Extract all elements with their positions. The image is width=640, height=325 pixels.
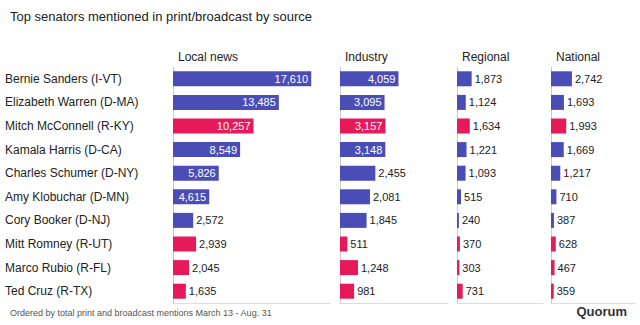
svg-text:1,248: 1,248 xyxy=(361,262,389,274)
svg-text:Local news: Local news xyxy=(178,50,238,64)
svg-text:2,081: 2,081 xyxy=(373,191,401,203)
svg-text:National: National xyxy=(556,50,600,64)
svg-text:981: 981 xyxy=(357,285,375,297)
svg-text:Elizabeth Warren (D-MA): Elizabeth Warren (D-MA) xyxy=(5,95,139,109)
svg-text:Ted Cruz (R-TX): Ted Cruz (R-TX) xyxy=(5,284,92,298)
svg-text:5,826: 5,826 xyxy=(188,167,216,179)
svg-text:1,093: 1,093 xyxy=(469,167,497,179)
svg-text:1,993: 1,993 xyxy=(569,120,597,132)
svg-text:4,615: 4,615 xyxy=(179,191,207,203)
svg-text:628: 628 xyxy=(559,238,577,250)
svg-text:3,157: 3,157 xyxy=(355,120,383,132)
svg-text:515: 515 xyxy=(464,191,482,203)
svg-text:303: 303 xyxy=(462,262,480,274)
svg-text:Top senators mentioned in prin: Top senators mentioned in print/broadcas… xyxy=(10,9,312,24)
svg-text:Ordered by total print and bro: Ordered by total print and broadcast men… xyxy=(10,308,272,318)
svg-text:370: 370 xyxy=(463,238,481,250)
svg-text:1,221: 1,221 xyxy=(470,144,498,156)
svg-text:Marco Rubio (R-FL): Marco Rubio (R-FL) xyxy=(5,261,111,275)
svg-text:Industry: Industry xyxy=(345,50,388,64)
svg-text:3,095: 3,095 xyxy=(354,96,382,108)
svg-text:13,485: 13,485 xyxy=(242,96,276,108)
svg-text:1,873: 1,873 xyxy=(475,73,503,85)
svg-text:511: 511 xyxy=(350,238,368,250)
svg-text:Regional: Regional xyxy=(462,50,509,64)
svg-text:2,572: 2,572 xyxy=(196,214,224,226)
svg-text:10,257: 10,257 xyxy=(217,120,251,132)
svg-text:1,845: 1,845 xyxy=(370,214,398,226)
svg-text:710: 710 xyxy=(559,191,577,203)
svg-text:Charles Schumer (D-NY): Charles Schumer (D-NY) xyxy=(5,166,138,180)
svg-text:1,217: 1,217 xyxy=(563,167,591,179)
svg-text:3,148: 3,148 xyxy=(355,144,383,156)
svg-text:467: 467 xyxy=(558,262,576,274)
svg-text:2,939: 2,939 xyxy=(199,238,227,250)
svg-text:8,549: 8,549 xyxy=(210,144,238,156)
svg-text:Cory Booker (D-NJ): Cory Booker (D-NJ) xyxy=(5,213,110,227)
svg-text:387: 387 xyxy=(557,214,575,226)
svg-text:17,610: 17,610 xyxy=(275,73,309,85)
svg-text:240: 240 xyxy=(462,214,480,226)
svg-text:359: 359 xyxy=(557,285,575,297)
svg-text:4,059: 4,059 xyxy=(368,73,396,85)
svg-text:Bernie Sanders (I-VT): Bernie Sanders (I-VT) xyxy=(5,72,122,86)
svg-text:2,742: 2,742 xyxy=(575,73,603,85)
svg-text:Mitch McConnell (R-KY): Mitch McConnell (R-KY) xyxy=(5,119,134,133)
svg-text:1,635: 1,635 xyxy=(189,285,217,297)
svg-text:Amy Klobuchar (D-MN): Amy Klobuchar (D-MN) xyxy=(5,190,129,204)
svg-text:2,045: 2,045 xyxy=(192,262,220,274)
svg-text:2,455: 2,455 xyxy=(378,167,406,179)
svg-text:731: 731 xyxy=(466,285,484,297)
svg-text:Quorum: Quorum xyxy=(576,304,627,319)
svg-text:Kamala Harris (D-CA): Kamala Harris (D-CA) xyxy=(5,143,122,157)
svg-text:1,669: 1,669 xyxy=(567,144,595,156)
svg-text:Mitt Romney (R-UT): Mitt Romney (R-UT) xyxy=(5,237,112,251)
svg-text:1,693: 1,693 xyxy=(567,96,595,108)
svg-text:1,634: 1,634 xyxy=(473,120,501,132)
svg-text:1,124: 1,124 xyxy=(469,96,497,108)
